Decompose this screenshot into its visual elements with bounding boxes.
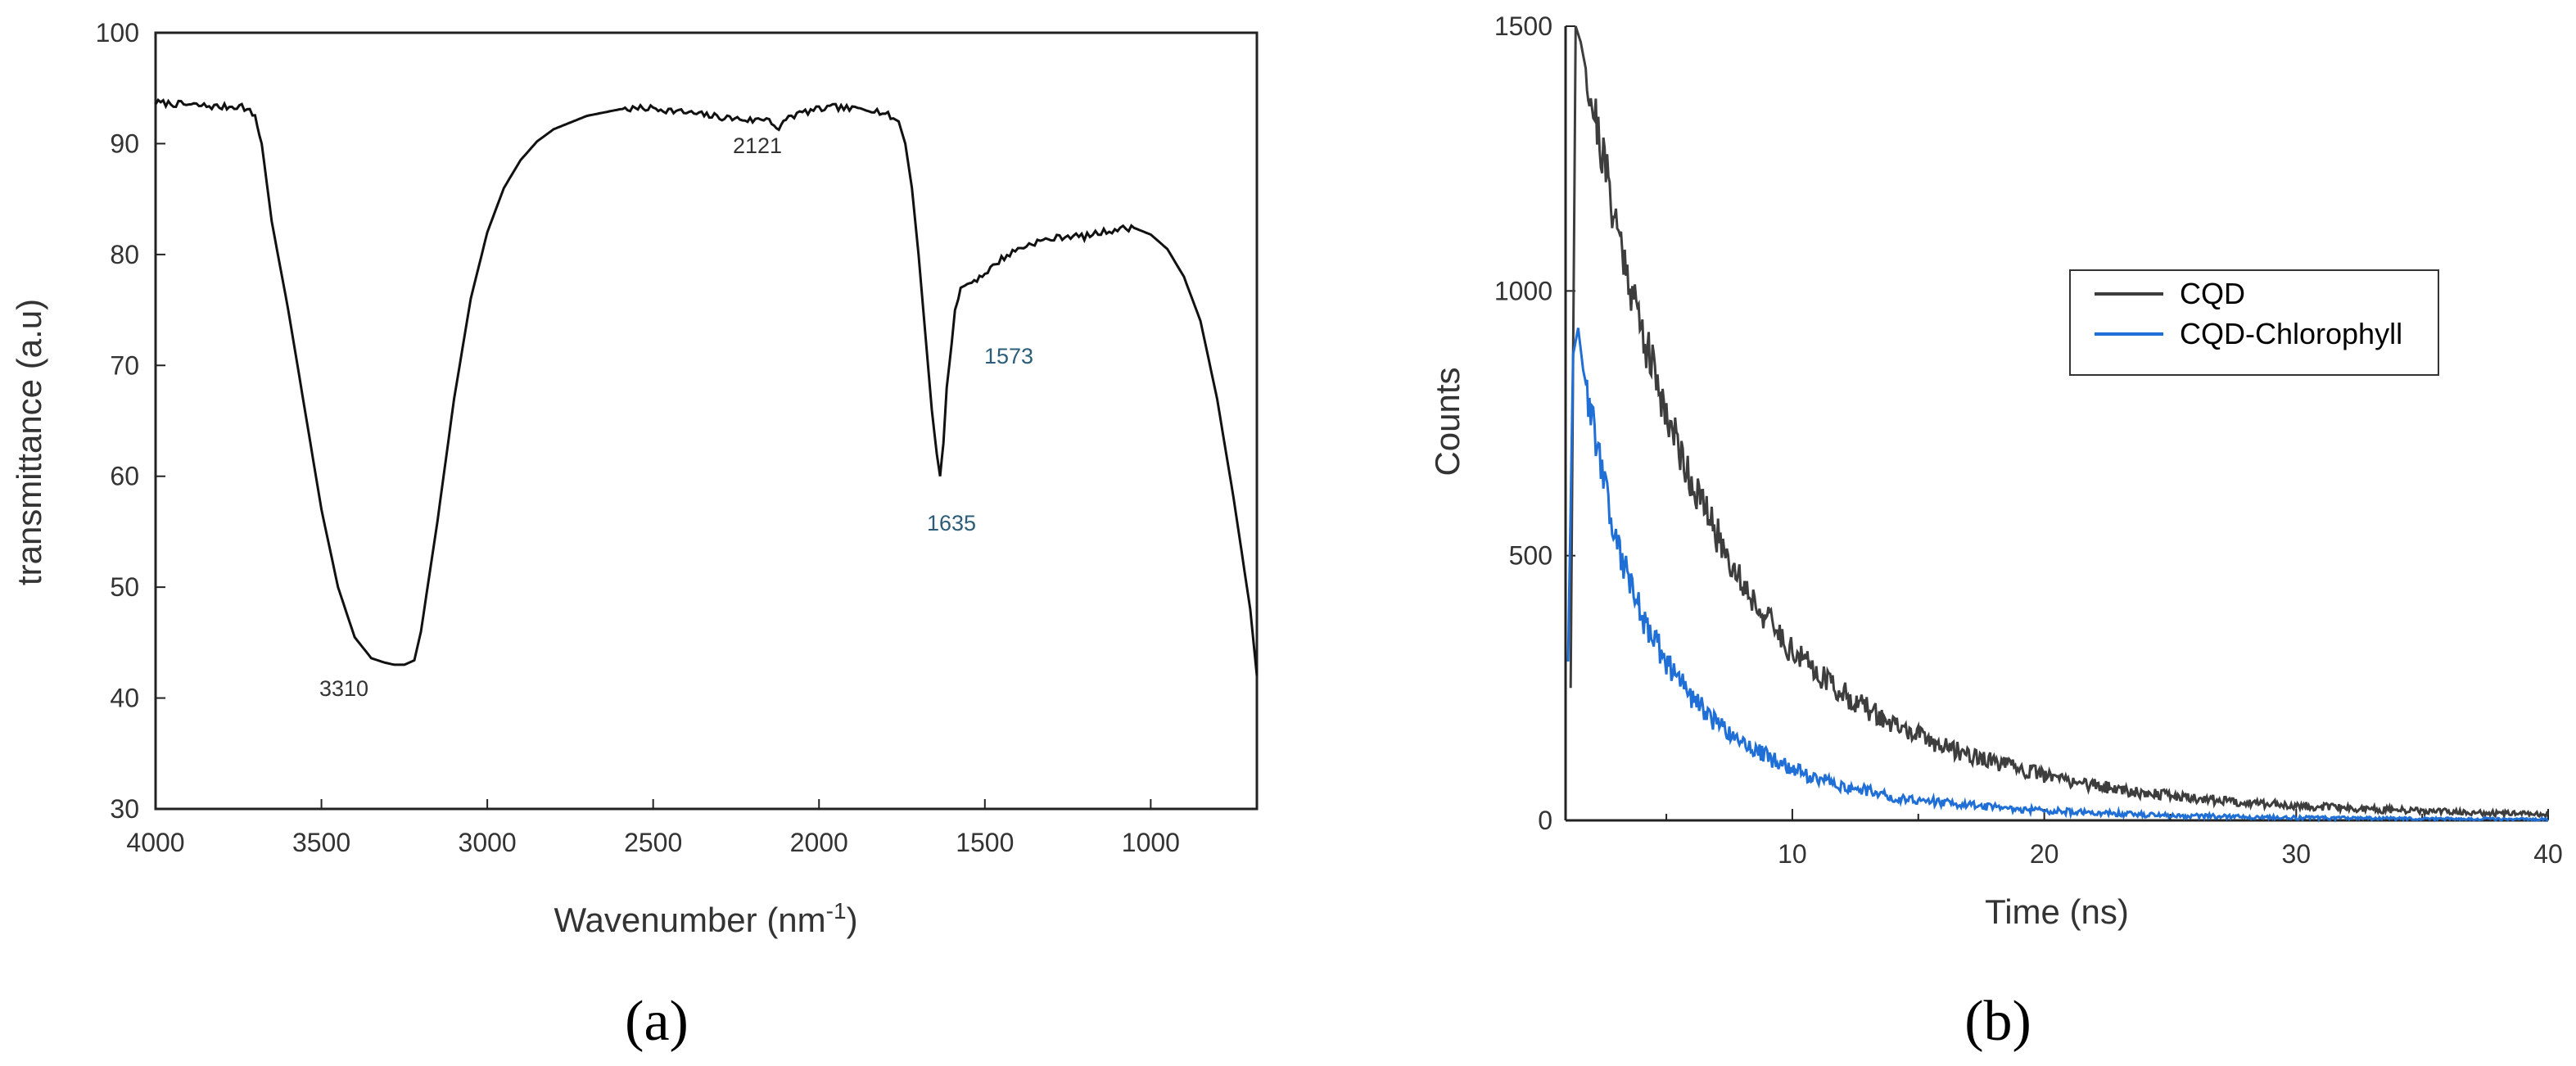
- chart-a-x-axis-label: Wavenumber (nm-1): [554, 898, 857, 939]
- chart-b-cqd-line: [1569, 25, 2550, 821]
- chart-b-y-tick-label: 500: [1509, 541, 1552, 571]
- chart-a-y-tick-label: 90: [110, 129, 139, 158]
- chart-b-x-tick-label: 30: [2282, 839, 2312, 869]
- chart-a-x-tick-label: 1500: [956, 828, 1014, 857]
- chart-a-ftir-line: [154, 97, 1259, 676]
- chart-a-y-tick-label: 60: [110, 462, 139, 491]
- chart-b-legend: CQD CQD-Chlorophyll: [2069, 269, 2439, 376]
- legend-label-cqd-chlorophyll: CQD-Chlorophyll: [2180, 317, 2402, 350]
- panel-label-b: (b): [1964, 990, 2031, 1053]
- chart-a-y-tick-label: 30: [110, 794, 139, 824]
- chart-b-x-tick-label: 10: [1778, 839, 1807, 869]
- chart-a-plot-area: [154, 31, 1259, 811]
- chart-a-x-tick-label: 2000: [790, 828, 848, 857]
- legend-label-cqd: CQD: [2180, 277, 2245, 310]
- chart-a-y-tick-label: 40: [110, 684, 139, 713]
- chart-a: 30 40 50 60 70 80 90 100 4000 3500 3000 2500 2000 15…: [10, 18, 1259, 1053]
- chart-b-x-ticks: 10 20 30 40: [1665, 809, 2563, 869]
- chart-b: 0 500 1000 1500 10 20 30 40 CQD CQD-Chlorophyl…: [1428, 11, 2563, 1053]
- chart-b-x-tick-label: 40: [2533, 839, 2563, 869]
- chart-a-y-tick-label: 50: [110, 572, 139, 602]
- chart-a-x-tick-label: 3500: [292, 828, 350, 857]
- annotation-1635: 1635: [927, 511, 976, 535]
- chart-a-x-tick-label: 3000: [459, 828, 517, 857]
- chart-a-x-tick-label: 4000: [126, 828, 184, 857]
- chart-b-y-ticks: 0 500 1000 1500: [1494, 11, 1575, 835]
- chart-b-y-axis-label: Counts: [1428, 367, 1467, 476]
- chart-a-x-ticks: 4000 3500 3000 2500 2000 1500 1000: [126, 799, 1180, 857]
- chart-a-y-tick-label: 70: [110, 350, 139, 380]
- chart-b-y-tick-label: 1000: [1494, 276, 1552, 305]
- chart-a-x-tick-label: 2500: [624, 828, 682, 857]
- chart-b-x-axis-label: Time (ns): [1985, 892, 2129, 931]
- chart-a-x-tick-label: 1000: [1122, 828, 1180, 857]
- panel-label-a: (a): [625, 990, 689, 1053]
- chart-a-y-tick-label: 100: [96, 18, 139, 47]
- chart-a-y-ticks: 30 40 50 60 70 80 90 100: [96, 18, 165, 824]
- annotation-2121: 2121: [733, 133, 782, 158]
- chart-b-y-tick-label: 1500: [1494, 11, 1552, 41]
- chart-b-y-tick-label: 0: [1538, 806, 1552, 835]
- chart-b-x-tick-label: 20: [2030, 839, 2059, 869]
- chart-a-y-tick-label: 80: [110, 240, 139, 269]
- chart-a-y-axis-label: transmittance (a.u): [10, 299, 48, 585]
- annotation-3310: 3310: [319, 676, 368, 701]
- annotation-1573: 1573: [984, 344, 1033, 368]
- chart-b-cqd-chlorophyll-line: [1566, 327, 2549, 823]
- legend-box: [2069, 269, 2439, 376]
